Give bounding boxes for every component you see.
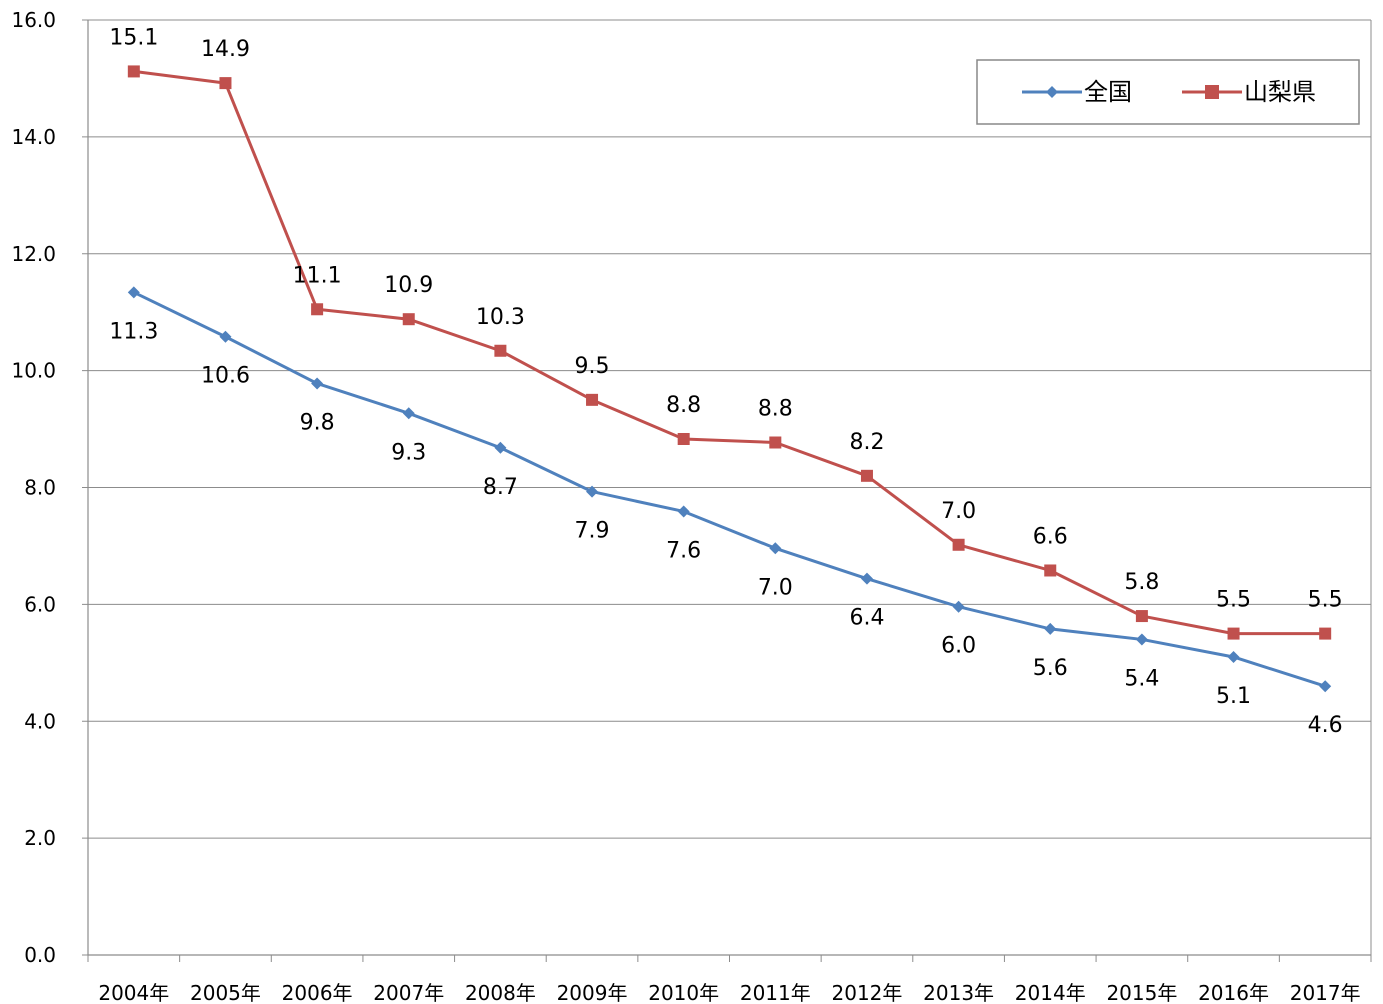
y-tick-label: 8.0 [24, 476, 56, 500]
x-tick-label: 2016年 [1198, 981, 1269, 1004]
data-point-diamond [769, 542, 782, 555]
x-tick-label: 2008年 [465, 981, 536, 1004]
grid-lines [88, 19, 1372, 955]
legend: 全国 山梨県 [976, 59, 1360, 125]
data-label: 9.3 [391, 440, 426, 465]
x-tick-label: 2017年 [1290, 981, 1361, 1004]
data-label: 5.6 [1033, 656, 1068, 681]
data-point-diamond [1319, 680, 1332, 693]
data-point-square [494, 344, 507, 357]
x-tick-label: 2009年 [557, 981, 628, 1004]
data-point-square [311, 303, 324, 316]
x-tick-label: 2011年 [740, 981, 811, 1004]
y-tick-label: 12.0 [11, 242, 56, 266]
data-label: 5.1 [1216, 684, 1251, 709]
data-label: 6.6 [1033, 524, 1068, 549]
series-line [133, 69, 1326, 636]
data-label: 7.6 [666, 538, 701, 563]
data-label: 8.8 [758, 397, 793, 422]
data-label: 8.2 [849, 430, 884, 455]
data-label: 10.9 [384, 273, 433, 298]
data-label: 5.4 [1124, 666, 1159, 691]
data-label: 5.8 [1124, 570, 1159, 595]
data-point-diamond [860, 572, 873, 585]
data-point-square [1135, 610, 1148, 623]
data-label: 8.7 [483, 475, 518, 500]
y-tick-label: 2.0 [24, 826, 56, 850]
data-point-diamond [677, 505, 690, 518]
data-point-diamond [219, 330, 232, 343]
x-tick-label: 2007年 [373, 981, 444, 1004]
data-label: 11.1 [293, 263, 342, 288]
x-tick-label: 2010年 [648, 981, 719, 1004]
x-tick-label: 2005年 [190, 981, 261, 1004]
data-point-square [402, 313, 415, 326]
data-label: 5.5 [1216, 588, 1251, 613]
data-point-diamond [586, 485, 599, 498]
data-label: 7.9 [575, 519, 610, 544]
y-tick-label: 0.0 [24, 943, 56, 967]
data-label: 7.0 [941, 499, 976, 524]
data-point-square [769, 436, 782, 449]
data-labels: 11.3 10.6 9.8 9.3 8.7 7.9 7.6 7.0 6.4 6.0 5.6 5.4 5.… [109, 25, 1342, 738]
data-label: 10.6 [201, 364, 250, 389]
x-tick-label: 2014年 [1015, 981, 1086, 1004]
data-point-square [952, 538, 965, 551]
x-axis: 2004年 2005年 2006年 2007年 2008年 2009年 2010年 2011年… [87, 954, 1372, 1004]
legend-label-national: 全国 [1084, 78, 1132, 106]
data-point-square [586, 393, 599, 406]
data-point-square [219, 77, 232, 90]
data-label: 9.5 [575, 354, 610, 379]
data-point-diamond [311, 377, 324, 390]
data-point-square [1227, 627, 1240, 640]
data-point-square [127, 65, 140, 78]
x-tick-label: 2013年 [923, 981, 994, 1004]
data-point-square [1044, 564, 1057, 577]
data-label: 11.3 [109, 319, 158, 344]
x-tick-label: 2012年 [832, 981, 903, 1004]
x-tick-label: 2006年 [282, 981, 353, 1004]
data-point-diamond [1135, 633, 1148, 646]
y-tick-label: 10.0 [11, 359, 56, 383]
data-label: 10.3 [476, 305, 525, 330]
data-label: 7.0 [758, 575, 793, 600]
data-point-square [1319, 627, 1332, 640]
y-tick-label: 16.0 [11, 8, 56, 32]
data-point-diamond [127, 286, 140, 299]
data-point-diamond [494, 441, 507, 454]
legend-label-yamanashi: 山梨県 [1244, 78, 1316, 106]
legend-marker-square [1205, 85, 1219, 99]
data-point-diamond [1044, 622, 1057, 635]
x-tick-label: 2004年 [98, 981, 169, 1004]
data-label: 5.5 [1308, 588, 1343, 613]
data-label: 6.0 [941, 634, 976, 659]
data-label: 8.8 [666, 393, 701, 418]
data-label: 4.6 [1308, 713, 1343, 738]
x-tick-label: 2015年 [1106, 981, 1177, 1004]
data-label: 15.1 [109, 25, 158, 50]
data-point-diamond [1227, 650, 1240, 663]
y-tick-label: 6.0 [24, 592, 56, 616]
series-line [133, 290, 1326, 688]
y-tick-label: 14.0 [11, 125, 56, 149]
y-tick-label: 4.0 [24, 709, 56, 733]
data-point-diamond [402, 407, 415, 420]
y-axis-ticks: 0.0 2.0 4.0 6.0 8.0 10.0 12.0 14.0 16.0 [11, 8, 89, 967]
data-label: 14.9 [201, 37, 250, 62]
legend-marker-diamond [1046, 86, 1058, 98]
data-label: 6.4 [849, 606, 884, 631]
data-point-diamond [952, 600, 965, 613]
data-point-square [860, 469, 873, 482]
data-label: 9.8 [300, 410, 335, 435]
series-group [127, 65, 1332, 693]
data-point-square [677, 432, 690, 445]
